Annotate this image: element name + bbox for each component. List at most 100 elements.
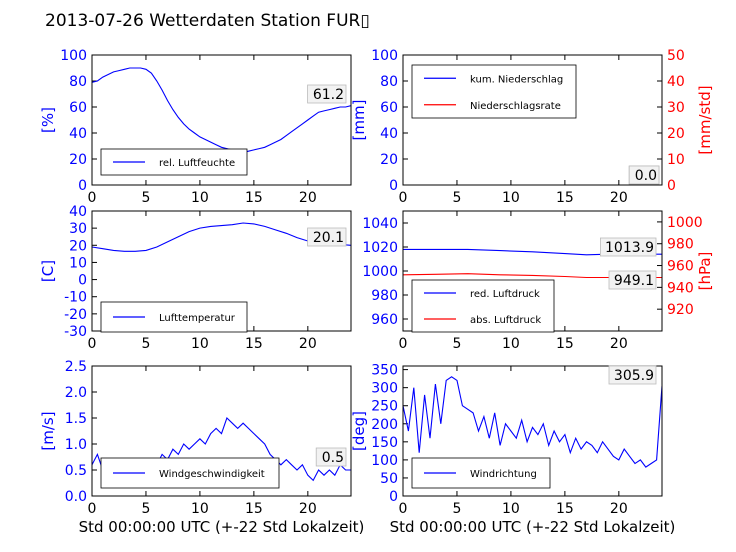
legend-label: abs. Luftdruck [470,315,541,326]
value-box [608,365,657,385]
x-tick-label: 15 [556,190,574,206]
series-group [403,376,662,468]
y-tick-label: 30 [69,221,87,237]
y-tick-label: 200 [371,417,398,433]
y-tick-label: 960 [371,312,398,328]
value-annotation: 305.9 [614,368,654,384]
series-line [403,376,662,468]
y-tick-label: 350 [371,363,398,379]
value-annotation: 1013.9 [605,240,654,256]
x-tick-label: 0 [88,190,97,206]
x-tick-label: 15 [245,336,263,352]
x-tick-label: 10 [502,336,520,352]
y-tick-label: 0.0 [65,489,87,505]
y-axis-label: [%] [39,107,57,133]
y2-tick-label: 920 [667,302,694,318]
y-tick-label: 980 [371,288,398,304]
y2-axis-label: [hPa] [696,252,714,291]
y-tick-label: 2.5 [65,359,87,375]
x-tick-label: 10 [502,190,520,206]
legend: Lufttemperatur [100,301,248,333]
x-tick-label: 0 [88,336,97,352]
y-tick-label: 100 [371,48,398,64]
y2-tick-label: 960 [667,259,694,275]
value-annotation: 0.0 [635,168,657,184]
y2-tick-label: 40 [667,74,685,90]
legend-label: Windrichtung [470,469,537,480]
y-tick-label: 1020 [362,240,398,256]
x-tick-label: 10 [191,336,209,352]
y2-tick-label: 30 [667,100,685,116]
x-tick-label: 20 [299,501,317,517]
y-tick-label: 1000 [362,264,398,280]
y2-tick-label: 50 [667,48,685,64]
y-tick-label: 20 [69,238,87,254]
x-tick-label: 15 [245,501,263,517]
x-tick-label: 15 [556,336,574,352]
legend-label: Windgeschwindigkeit [159,469,265,480]
y-tick-label: 1.0 [65,437,87,453]
y-tick-label: 2.0 [65,385,87,401]
x-tick-label: 20 [610,501,628,517]
y-axis-label: [mm] [350,100,368,141]
value-box [600,237,657,257]
x-axis-label: Std 00:00:00 UTC (+-22 Std Lokalzeit) [79,518,365,536]
y-tick-label: 80 [380,74,398,90]
x-tick-label: 20 [610,190,628,206]
subplot: 0 5 10 15 20 0 20 40 60 80 100 0 10 20 30 40 50 [mm] [mm/s… [350,48,714,206]
x-tick-label: 5 [141,336,150,352]
value-annotation: 61.2 [313,87,344,103]
x-tick-label: 0 [399,336,408,352]
y-tick-label: 20 [69,152,87,168]
y-tick-label: -10 [64,290,87,306]
y-axis-label: [m/s] [39,411,57,450]
plot-frame [402,365,663,497]
x-tick-label: 20 [299,190,317,206]
y-tick-label: 20 [380,152,398,168]
plot-frame [402,54,663,186]
y-tick-label: 40 [69,126,87,142]
y-tick-label: 0 [78,273,87,289]
y-tick-label: 0 [389,178,398,194]
plot-frame [91,54,352,186]
y-tick-label: 80 [69,74,87,90]
x-tick-label: 0 [399,190,408,206]
legend: Windgeschwindigkeit [100,457,280,489]
y2-tick-label: 980 [667,237,694,253]
legend-label: Lufttemperatur [159,313,236,324]
y-tick-label: -30 [64,324,87,340]
y-tick-label: 40 [69,204,87,220]
x-tick-label: 20 [610,336,628,352]
y-tick-label: -20 [64,307,87,323]
value-annotation: 20.1 [313,230,344,246]
value-annotation: 0.5 [322,450,344,466]
x-tick-label: 5 [452,190,461,206]
y-tick-label: 1040 [362,216,398,232]
y-tick-label: 1.5 [65,411,87,427]
legend-label: red. Luftdruck [470,289,540,300]
y-tick-label: 60 [380,100,398,116]
subplot: 0 5 10 15 20 0.0 0.5 1.0 1.5 2.0 2.5 [m/s] Std 00:00… [39,359,364,536]
x-tick-label: 15 [245,190,263,206]
series-group [92,67,351,154]
value-annotation: 949.1 [614,273,654,289]
x-tick-label: 15 [556,501,574,517]
y-tick-label: 60 [69,100,87,116]
y-tick-label: 0.5 [65,463,87,479]
value-box [608,270,657,290]
x-tick-label: 20 [299,336,317,352]
x-tick-label: 5 [452,336,461,352]
value-box [307,227,347,247]
x-tick-label: 0 [88,501,97,517]
y-tick-label: 150 [371,435,398,451]
value-box [307,84,347,104]
x-tick-label: 5 [141,501,150,517]
x-tick-label: 10 [191,190,209,206]
legend: rel. Luftfeuchte [100,148,248,176]
y-tick-label: 50 [380,471,398,487]
plot-frame [91,365,352,497]
x-tick-label: 5 [452,501,461,517]
x-tick-label: 10 [502,501,520,517]
y-tick-label: 250 [371,399,398,415]
